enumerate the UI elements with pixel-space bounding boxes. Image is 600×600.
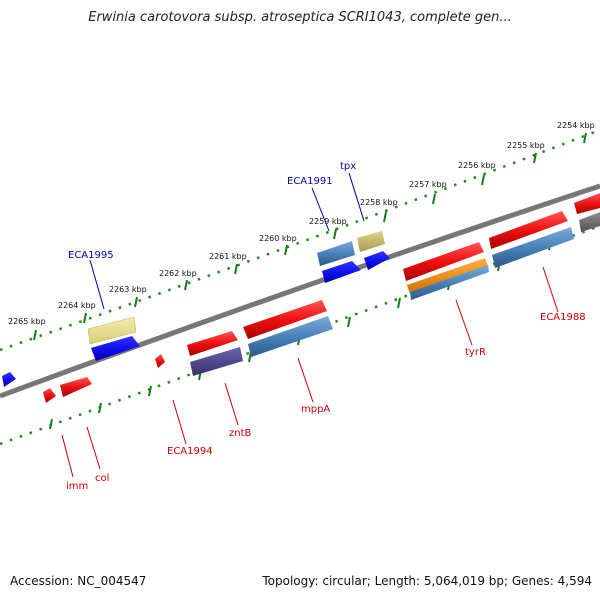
gene-feature[interactable] bbox=[364, 251, 390, 270]
gene-feature[interactable] bbox=[489, 211, 568, 249]
gene-label[interactable]: imm bbox=[66, 481, 88, 492]
gene-feature[interactable] bbox=[60, 377, 92, 397]
gene-label[interactable]: col bbox=[95, 473, 109, 484]
kbp-label: 2264 kbp bbox=[58, 301, 96, 310]
gene-feature[interactable] bbox=[579, 212, 600, 232]
kbp-label: 2254 kbp bbox=[557, 121, 595, 130]
gene-label[interactable]: tpx bbox=[340, 161, 356, 172]
gene-feature[interactable] bbox=[492, 227, 574, 268]
gene-feature[interactable] bbox=[155, 354, 165, 368]
kbp-label: 2255 kbp bbox=[507, 141, 545, 150]
kbp-label: 2262 kbp bbox=[159, 269, 197, 278]
gene-feature[interactable] bbox=[91, 336, 140, 361]
kbp-labels: 2254 kbp 2255 kbp 2256 kbp 2257 kbp 2258… bbox=[8, 121, 595, 326]
gene-label[interactable]: ECA1991 bbox=[287, 176, 333, 187]
gene-label[interactable]: ECA1994 bbox=[167, 446, 213, 457]
label-leader-lines bbox=[61, 172, 559, 478]
kbp-label: 2265 kbp bbox=[8, 317, 46, 326]
upper-ruler-ticks bbox=[33, 132, 587, 341]
kbp-label: 2257 kbp bbox=[409, 180, 447, 189]
gene-label[interactable]: mppA bbox=[301, 404, 330, 415]
gene-feature[interactable] bbox=[403, 242, 484, 281]
gene-label[interactable]: zntB bbox=[229, 428, 252, 439]
gene-feature[interactable] bbox=[317, 241, 355, 266]
kbp-label: 2263 kbp bbox=[109, 285, 147, 294]
genome-backbone bbox=[0, 183, 600, 399]
reverse-strand-genes[interactable] bbox=[2, 231, 390, 387]
kbp-label: 2256 kbp bbox=[458, 161, 496, 170]
gene-feature[interactable] bbox=[574, 193, 600, 214]
gene-label[interactable]: tyrR bbox=[465, 347, 486, 358]
kbp-label: 2259 kbp bbox=[309, 217, 347, 226]
gene-feature[interactable] bbox=[187, 331, 238, 356]
gene-label[interactable]: ECA1988 bbox=[540, 312, 586, 323]
kbp-label: 2258 kbp bbox=[360, 198, 398, 207]
gene-feature[interactable] bbox=[43, 388, 56, 403]
gene-feature[interactable] bbox=[322, 261, 361, 283]
gene-feature[interactable] bbox=[357, 231, 385, 252]
forward-strand-genes[interactable] bbox=[43, 193, 600, 403]
kbp-label: 2260 kbp bbox=[259, 234, 297, 243]
gene-feature[interactable] bbox=[410, 265, 489, 300]
map-title: Erwinia carotovora subsp. atroseptica SC… bbox=[88, 10, 512, 25]
gene-feature[interactable] bbox=[243, 300, 327, 339]
genome-summary-text: Topology: circular; Length: 5,064,019 bp… bbox=[262, 574, 592, 588]
gene-feature[interactable] bbox=[190, 347, 243, 376]
gene-feature[interactable] bbox=[248, 316, 333, 357]
gene-feature[interactable] bbox=[407, 258, 488, 294]
gene-label[interactable]: ECA1995 bbox=[68, 250, 114, 261]
accession-text: Accession: NC_004547 bbox=[10, 574, 147, 588]
gene-labels[interactable]: ECA1991 tpx ECA1995 ECA1988 tyrR mppA EC… bbox=[66, 161, 586, 492]
gene-feature[interactable] bbox=[2, 372, 16, 387]
kbp-label: 2261 kbp bbox=[209, 252, 247, 261]
gene-feature[interactable] bbox=[87, 316, 137, 345]
